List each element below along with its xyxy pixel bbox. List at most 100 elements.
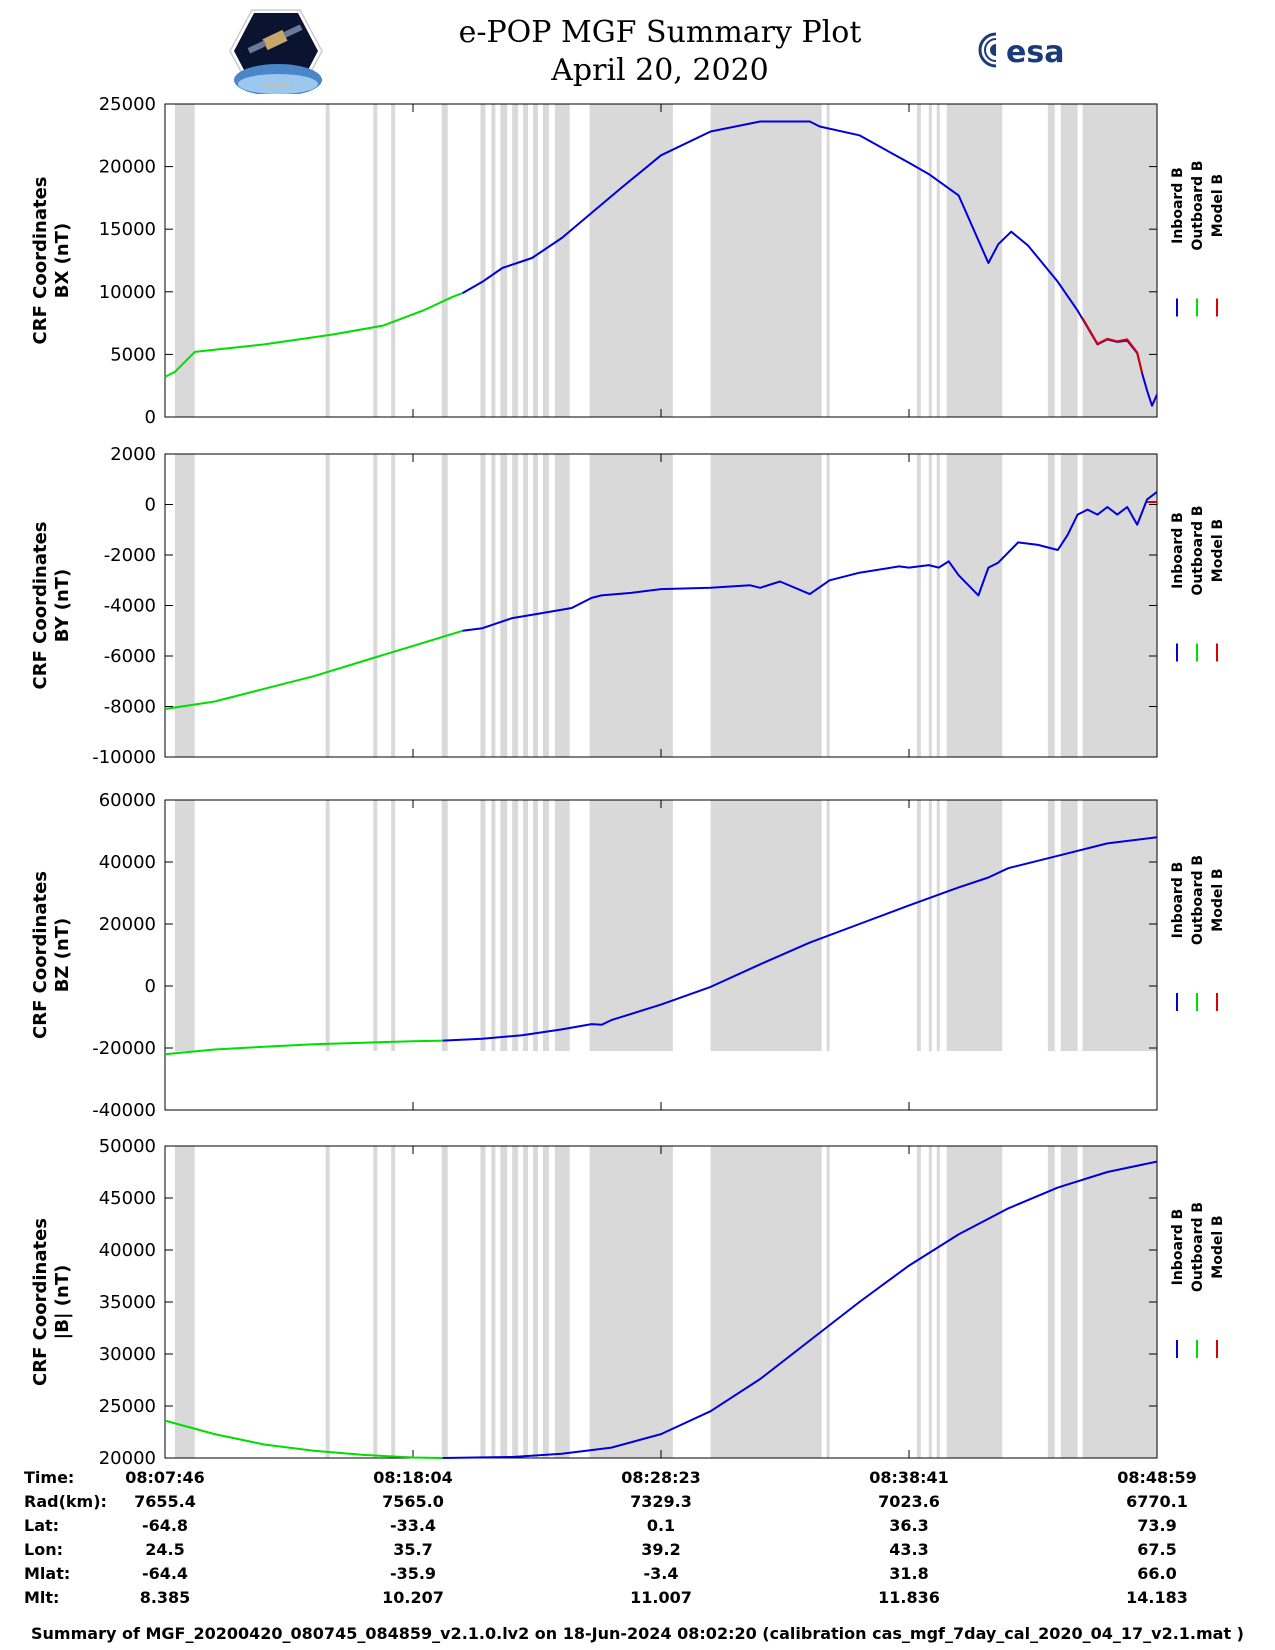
data-gap-band: [441, 800, 448, 1052]
data-gap-band: [523, 454, 529, 757]
y-tick-label: 40000: [99, 852, 156, 873]
data-gap-band: [491, 104, 496, 417]
y-tick-label: 35000: [99, 1292, 156, 1313]
data-gap-band: [500, 454, 508, 757]
y-tick-label: -40000: [92, 1100, 156, 1121]
y-tick-label: -6000: [104, 646, 156, 667]
data-gap-band: [491, 1146, 496, 1458]
data-gap-band: [589, 1146, 673, 1458]
ephemeris-value: -64.8: [142, 1516, 188, 1535]
data-gap-band: [554, 800, 570, 1052]
data-gap-band: [916, 104, 921, 417]
panel-3: -40000 -20000 0 20000 40000 60000 CRF Coordina…: [30, 790, 1226, 1121]
data-gap-band: [710, 1146, 822, 1458]
y-tick-label: 0: [145, 976, 156, 997]
data-gap-band: [174, 454, 195, 757]
panel-1: 0 5000 10000 15000 20000 25000 CRF Coordinates…: [30, 94, 1226, 428]
y-axis-label: CRF Coordinates: [30, 177, 51, 345]
y-tick-label: 25000: [99, 94, 156, 115]
data-gap-band: [936, 800, 940, 1052]
footer-caption: Summary of MGF_20200420_080745_084859_v2…: [31, 1624, 1244, 1643]
data-gap-band: [373, 800, 378, 1052]
y-axis-label: |B| (nT): [52, 1265, 73, 1340]
data-gap-band: [542, 800, 549, 1052]
ephemeris-value: -35.9: [390, 1564, 436, 1583]
legend-label: Outboard B: [1190, 505, 1206, 595]
data-gap-band: [500, 1146, 508, 1458]
data-gap-band: [500, 800, 508, 1052]
series-line-outboard: [164, 1039, 443, 1056]
data-gap-band: [710, 454, 822, 757]
data-gap-band: [441, 104, 448, 417]
data-gap-band: [946, 1146, 1003, 1458]
series-line-model: [1081, 317, 1144, 373]
plot-date: April 20, 2020: [551, 53, 769, 88]
y-tick-label: 20000: [99, 914, 156, 935]
y-tick-label: 40000: [99, 1240, 156, 1261]
y-tick-label: -4000: [104, 596, 156, 617]
data-gap-band: [936, 1146, 940, 1458]
data-gap-band: [480, 1146, 486, 1458]
y-tick-label: 0: [145, 407, 156, 428]
data-gap-band: [533, 454, 538, 757]
data-gap-band: [826, 454, 830, 757]
ephemeris-value: 24.5: [145, 1540, 184, 1559]
data-gap-band: [542, 1146, 549, 1458]
data-gap-band: [542, 104, 549, 417]
ephemeris-value: -64.4: [142, 1564, 188, 1583]
data-gap-band: [441, 1146, 448, 1458]
data-gap-band: [1082, 1146, 1157, 1458]
y-axis-label: CRF Coordinates: [30, 1218, 51, 1386]
y-tick-label: -8000: [104, 697, 156, 718]
legend-label: Outboard B: [1190, 1202, 1206, 1292]
legend-label: Outboard B: [1190, 855, 1206, 945]
y-axis-label: BX (nT): [52, 223, 73, 298]
cassiope-logo: CASSIOPE: [229, 9, 323, 94]
ephemeris-value: 7565.0: [382, 1492, 444, 1511]
ephemeris-value: 7329.3: [630, 1492, 692, 1511]
data-gap-band: [946, 454, 1003, 757]
y-tick-label: 25000: [99, 1396, 156, 1417]
legend-label: Outboard B: [1190, 160, 1206, 250]
ephemeris-value: 08:18:04: [373, 1468, 453, 1487]
ephemeris-value: 14.183: [1126, 1588, 1188, 1607]
ephemeris-value: 08:48:59: [1117, 1468, 1197, 1487]
ephemeris-table: Time: Rad(km): Lat: Lon: Mlat: Mlt: 08:07:46 76…: [24, 1468, 1197, 1607]
y-tick-label: 2000: [110, 444, 156, 465]
data-gap-band: [936, 104, 940, 417]
data-gap-band: [174, 1146, 195, 1458]
esa-logo: esa: [978, 32, 1064, 70]
data-gap-band: [1082, 454, 1157, 757]
ephemeris-value: 73.9: [1137, 1516, 1176, 1535]
data-gap-band: [373, 454, 378, 757]
y-tick-label: 10000: [99, 282, 156, 303]
data-gap-band: [928, 800, 932, 1052]
data-gap-band: [512, 454, 519, 757]
ephemeris-value: 7655.4: [134, 1492, 196, 1511]
data-gap-band: [391, 800, 396, 1052]
series-line-outboard: [164, 629, 463, 710]
y-axis-label: BZ (nT): [52, 918, 73, 993]
y-tick-label: 20000: [99, 1448, 156, 1469]
data-gap-band: [373, 104, 378, 417]
ephemeris-row-label: Rad(km):: [24, 1492, 107, 1511]
data-gap-band: [1060, 800, 1078, 1052]
y-tick-label: -20000: [92, 1038, 156, 1059]
data-gap-band: [491, 800, 496, 1052]
data-gap-band: [826, 800, 830, 1052]
y-tick-label: 15000: [99, 219, 156, 240]
data-gap-band: [589, 104, 673, 417]
legend-label: Model B: [1210, 174, 1226, 237]
data-gap-band: [936, 454, 940, 757]
data-gap-band: [916, 454, 921, 757]
y-axis-label: BY (nT): [52, 569, 73, 643]
legend-label: Inboard B: [1170, 1209, 1186, 1286]
ephemeris-value: 11.836: [878, 1588, 940, 1607]
ephemeris-row-label: Mlat:: [24, 1564, 70, 1583]
y-tick-label: 50000: [99, 1136, 156, 1157]
data-gap-band: [928, 1146, 932, 1458]
ephemeris-value: 35.7: [393, 1540, 432, 1559]
ephemeris-value: 08:28:23: [621, 1468, 701, 1487]
data-gap-band: [391, 104, 396, 417]
legend-label: Model B: [1210, 1215, 1226, 1278]
